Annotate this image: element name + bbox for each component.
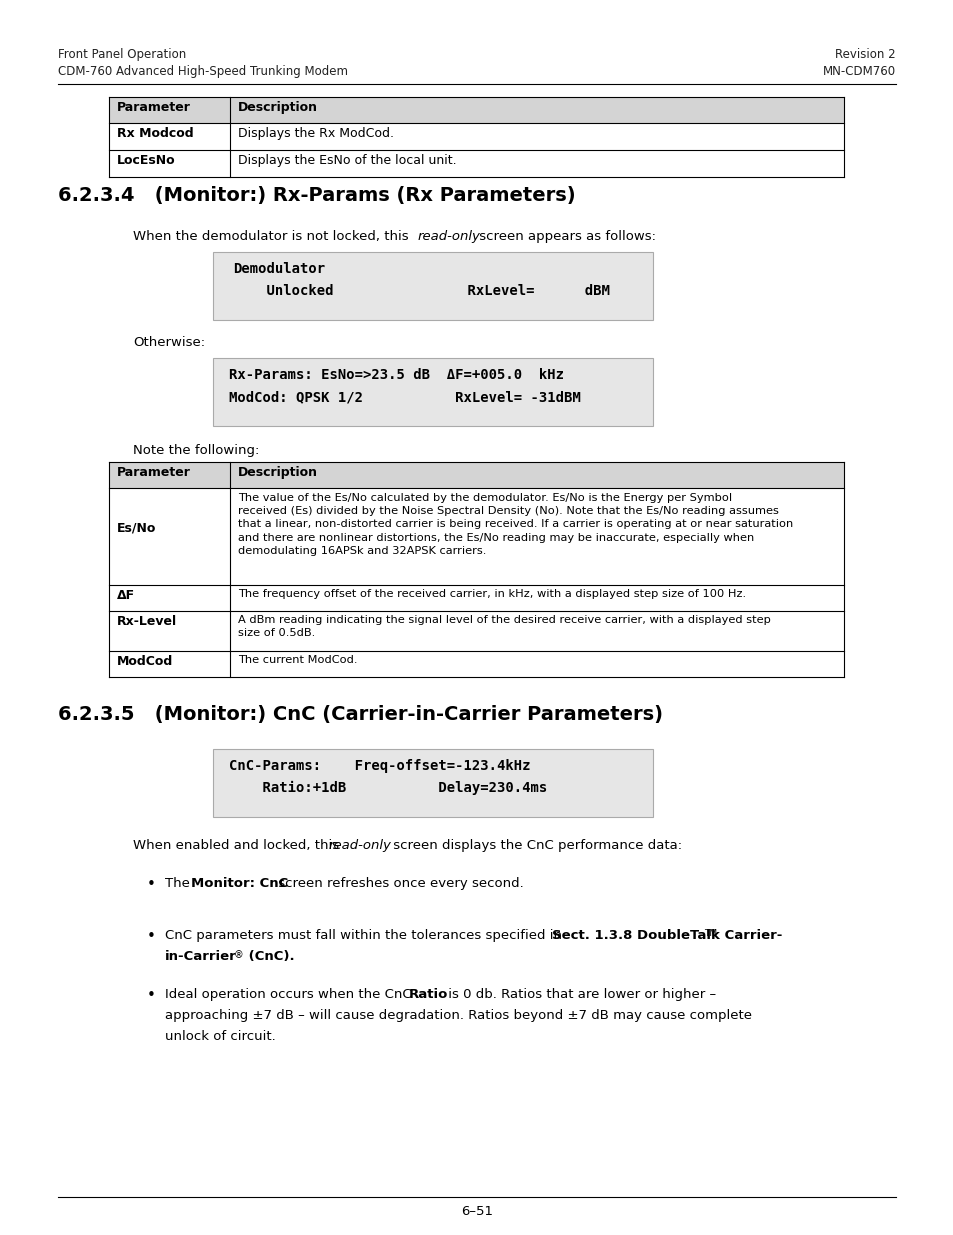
Text: CnC-Params:    Freq-offset=-123.4kHz: CnC-Params: Freq-offset=-123.4kHz — [229, 760, 530, 773]
Text: (CnC).: (CnC). — [244, 950, 294, 963]
Text: CDM-760 Advanced High-Speed Trunking Modem: CDM-760 Advanced High-Speed Trunking Mod… — [58, 65, 348, 78]
Bar — [109, 462, 843, 488]
Text: Rx Modcod: Rx Modcod — [117, 127, 193, 140]
Text: 6–51: 6–51 — [460, 1205, 493, 1218]
Text: Carrier-: Carrier- — [720, 929, 781, 942]
Text: Displays the EsNo of the local unit.: Displays the EsNo of the local unit. — [237, 154, 456, 167]
Text: CnC parameters must fall within the tolerances specified in: CnC parameters must fall within the tole… — [165, 929, 566, 942]
Text: When enabled and locked, this: When enabled and locked, this — [132, 839, 343, 852]
Text: MN-CDM760: MN-CDM760 — [822, 65, 895, 78]
Text: Rx-Level: Rx-Level — [117, 615, 177, 629]
Text: Ratio: Ratio — [409, 988, 448, 1002]
Text: Rx-Params: EsNo=>23.5 dB  ΔF=+005.0  kHz: Rx-Params: EsNo=>23.5 dB ΔF=+005.0 kHz — [229, 368, 563, 382]
Text: approaching ±7 dB – will cause degradation. Ratios beyond ±7 dB may cause comple: approaching ±7 dB – will cause degradati… — [165, 1009, 751, 1023]
Text: Ratio:+1dB           Delay=230.4ms: Ratio:+1dB Delay=230.4ms — [229, 781, 547, 795]
Text: Displays the Rx ModCod.: Displays the Rx ModCod. — [237, 127, 394, 140]
Text: 6.2.3.5   (Monitor:) CnC (Carrier-in-Carrier Parameters): 6.2.3.5 (Monitor:) CnC (Carrier-in-Carri… — [58, 705, 662, 724]
Text: ModCod: ModCod — [117, 655, 173, 668]
Text: The current ModCod.: The current ModCod. — [237, 655, 357, 664]
Text: •: • — [147, 988, 155, 1003]
Text: Otherwise:: Otherwise: — [132, 336, 205, 350]
Text: Unlocked                RxLevel=      dBM: Unlocked RxLevel= dBM — [233, 284, 609, 298]
Bar — [213, 358, 652, 426]
Bar — [213, 252, 652, 320]
Text: screen displays the CnC performance data:: screen displays the CnC performance data… — [389, 839, 681, 852]
Text: in-Carrier: in-Carrier — [165, 950, 236, 963]
Text: ®: ® — [233, 950, 244, 960]
Text: is 0 db. Ratios that are lower or higher –: is 0 db. Ratios that are lower or higher… — [443, 988, 716, 1002]
Text: Parameter: Parameter — [117, 101, 191, 114]
Text: ModCod: QPSK 1/2           RxLevel= -31dBM: ModCod: QPSK 1/2 RxLevel= -31dBM — [229, 390, 580, 404]
Text: 6.2.3.4   (Monitor:) Rx-Params (Rx Parameters): 6.2.3.4 (Monitor:) Rx-Params (Rx Paramet… — [58, 186, 575, 205]
Text: Description: Description — [237, 466, 317, 479]
Text: Revision 2: Revision 2 — [835, 48, 895, 61]
Text: A dBm reading indicating the signal level of the desired receive carrier, with a: A dBm reading indicating the signal leve… — [237, 615, 770, 638]
Text: Parameter: Parameter — [117, 466, 191, 479]
Text: Es/No: Es/No — [117, 521, 156, 535]
Bar — [213, 748, 652, 818]
Text: screen refreshes once every second.: screen refreshes once every second. — [274, 877, 523, 890]
Text: •: • — [147, 877, 155, 892]
Text: The value of the Es/No calculated by the demodulator. Es/No is the Energy per Sy: The value of the Es/No calculated by the… — [237, 493, 792, 556]
Text: The: The — [165, 877, 193, 890]
Text: Monitor: CnC: Monitor: CnC — [191, 877, 288, 890]
Text: screen appears as follows:: screen appears as follows: — [475, 230, 656, 243]
Bar — [109, 98, 843, 124]
Text: When the demodulator is not locked, this: When the demodulator is not locked, this — [132, 230, 413, 243]
Text: ΔF: ΔF — [117, 589, 135, 601]
Text: LocEsNo: LocEsNo — [117, 154, 175, 167]
Text: Front Panel Operation: Front Panel Operation — [58, 48, 186, 61]
Text: TM: TM — [703, 929, 717, 939]
Text: The frequency offset of the received carrier, in kHz, with a displayed step size: The frequency offset of the received car… — [237, 589, 745, 599]
Text: Note the following:: Note the following: — [132, 445, 259, 457]
Text: Ideal operation occurs when the CnC: Ideal operation occurs when the CnC — [165, 988, 416, 1002]
Text: read-only: read-only — [329, 839, 392, 852]
Text: read-only: read-only — [417, 230, 480, 243]
Text: Sect. 1.3.8 DoubleTalk: Sect. 1.3.8 DoubleTalk — [552, 929, 720, 942]
Text: Demodulator: Demodulator — [233, 262, 325, 275]
Text: •: • — [147, 929, 155, 944]
Text: unlock of circuit.: unlock of circuit. — [165, 1030, 275, 1044]
Text: Description: Description — [237, 101, 317, 114]
